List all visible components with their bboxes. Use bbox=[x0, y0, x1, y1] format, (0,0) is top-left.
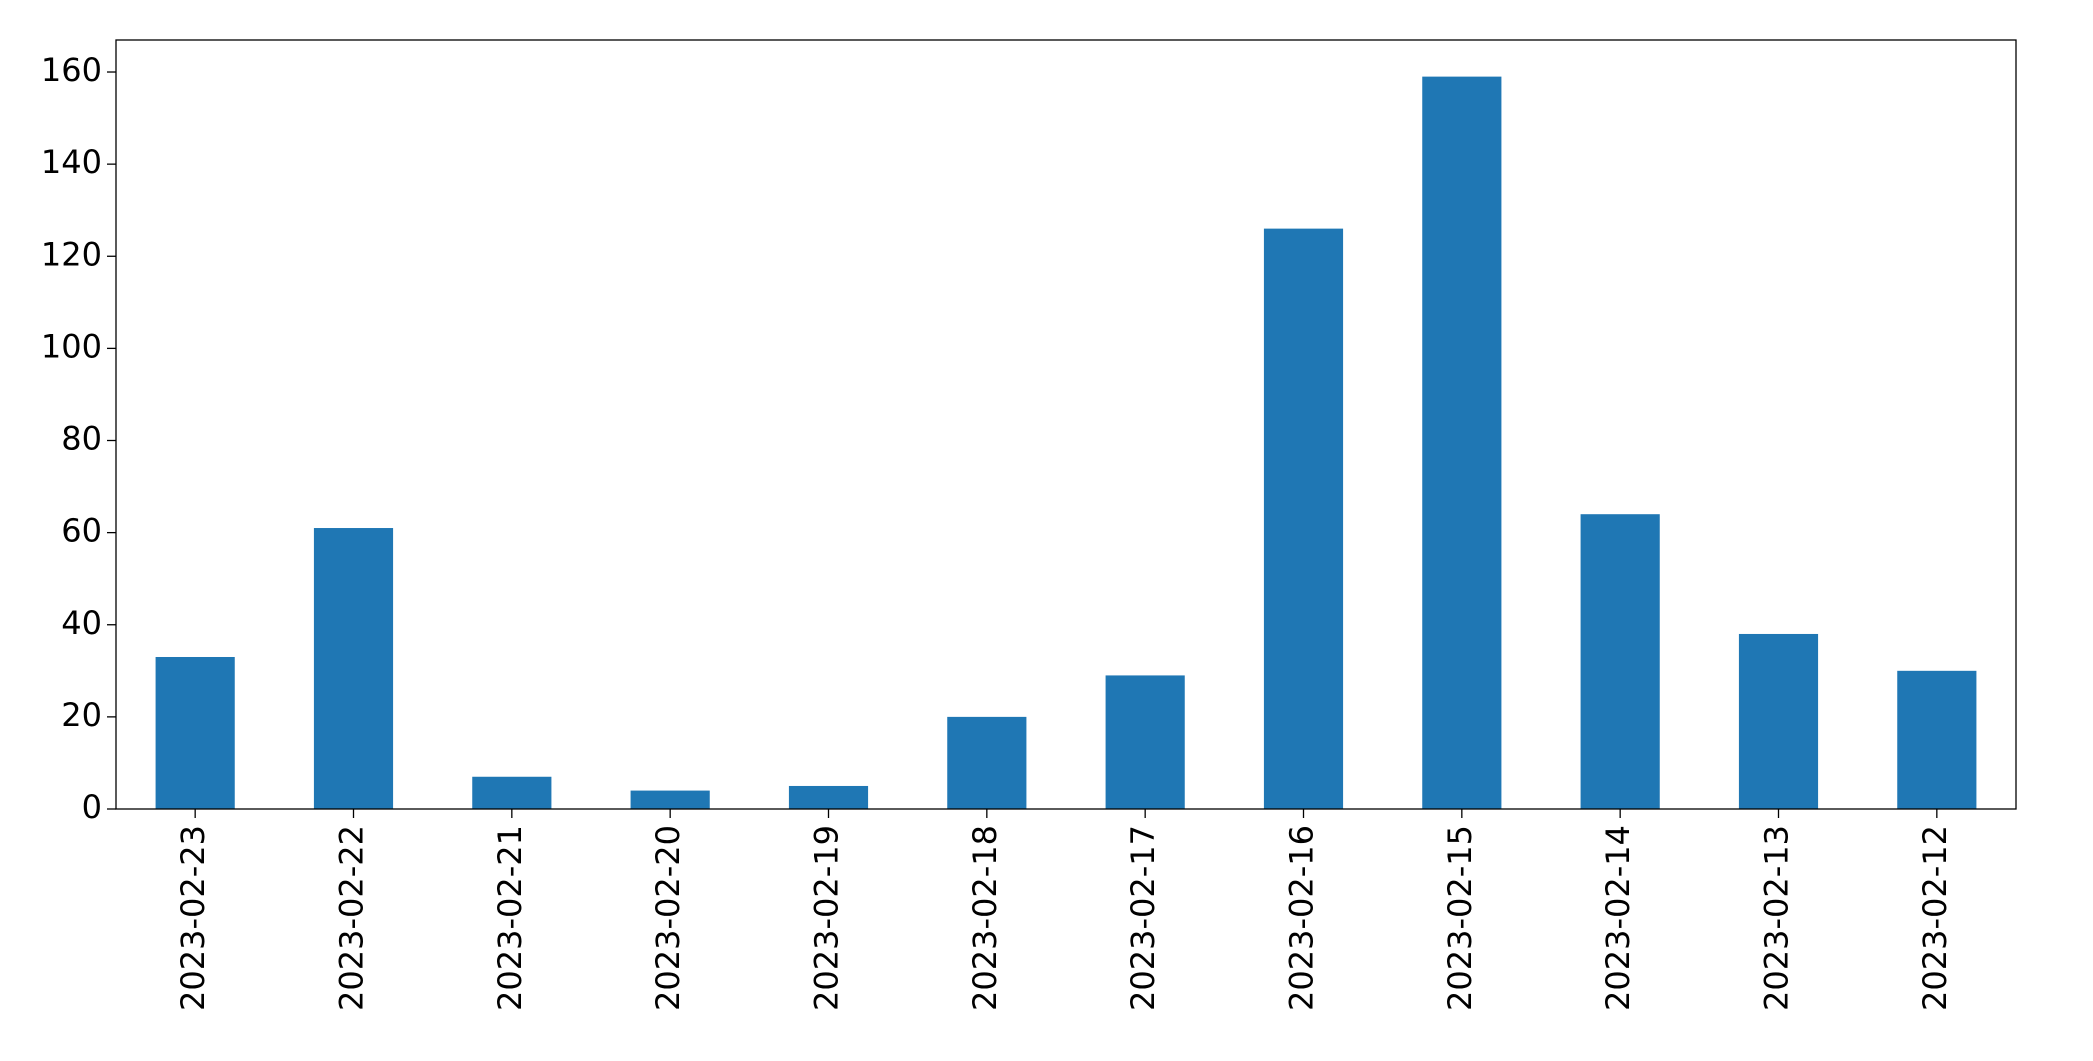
bar bbox=[1897, 670, 1977, 809]
x-tick-label: 2023-02-12 bbox=[1916, 825, 1954, 1011]
y-tick-label: 0 bbox=[82, 788, 102, 826]
bar bbox=[1105, 675, 1185, 809]
bar bbox=[1422, 76, 1502, 810]
x-tick-label: 2023-02-16 bbox=[1283, 825, 1321, 1011]
x-tick-label: 2023-02-20 bbox=[649, 825, 687, 1011]
x-tick-label: 2023-02-17 bbox=[1124, 825, 1162, 1011]
bar bbox=[313, 528, 394, 809]
x-tick-label: 2023-02-22 bbox=[333, 825, 371, 1011]
y-tick-label: 120 bbox=[41, 235, 102, 273]
bar bbox=[472, 776, 552, 809]
bar bbox=[788, 785, 869, 809]
bar bbox=[1738, 633, 1819, 809]
x-tick-label: 2023-02-21 bbox=[491, 825, 529, 1011]
bar bbox=[155, 656, 235, 809]
plot-frame bbox=[115, 39, 2017, 810]
y-tick-label: 20 bbox=[61, 696, 102, 734]
x-tick-label: 2023-02-23 bbox=[174, 825, 212, 1011]
y-tick-label: 60 bbox=[61, 512, 102, 550]
x-tick-label: 2023-02-18 bbox=[966, 825, 1004, 1011]
bar bbox=[630, 790, 710, 809]
y-tick-label: 100 bbox=[41, 327, 102, 365]
x-tick-label: 2023-02-19 bbox=[808, 825, 846, 1011]
y-tick-label: 140 bbox=[41, 143, 102, 181]
y-tick-label: 40 bbox=[61, 604, 102, 642]
y-tick-label: 160 bbox=[41, 51, 102, 89]
x-tick-label: 2023-02-15 bbox=[1441, 825, 1479, 1011]
x-tick-label: 2023-02-14 bbox=[1599, 825, 1637, 1011]
x-tick-label: 2023-02-13 bbox=[1758, 825, 1796, 1011]
y-tick-label: 80 bbox=[61, 420, 102, 458]
bar bbox=[1580, 514, 1660, 809]
bar bbox=[947, 716, 1027, 809]
bar bbox=[1263, 228, 1344, 810]
